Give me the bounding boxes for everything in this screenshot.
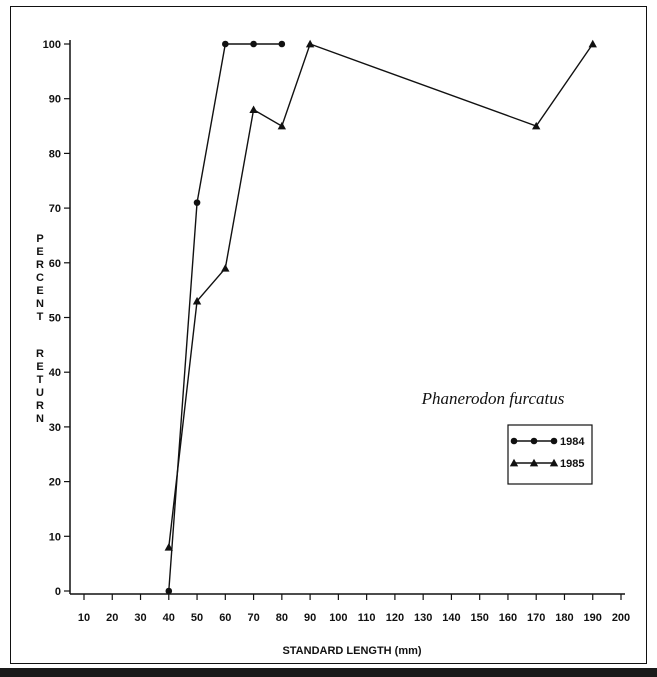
y-tick-label: 70 (49, 203, 61, 215)
x-tick-label: 200 (612, 612, 630, 624)
data-point-1985 (588, 39, 597, 48)
x-tick-label: 140 (442, 612, 460, 624)
axes: 0 10 20 30 40 50 60 70 80 90 100 10 20 30 40 50 60 70 80 90… (36, 39, 630, 657)
x-tick-label: 180 (555, 612, 573, 624)
data-point-1984 (222, 40, 229, 48)
legend-box (507, 424, 593, 485)
legend-marker-1984 (510, 437, 518, 445)
x-tick-label: 150 (471, 612, 489, 624)
x-tick-label: 70 (247, 612, 259, 624)
chart-frame (10, 6, 647, 664)
data-point-1985 (249, 105, 258, 113)
data-point-1985 (221, 264, 230, 272)
data-point-1984 (165, 587, 173, 595)
chart-title: Phanerodon furcatus (421, 389, 565, 408)
bottom-border-strip (0, 668, 657, 677)
legend-label-1984: 1984 (560, 436, 585, 448)
x-tick-label: 130 (414, 612, 432, 624)
legend: 1984 1985 (507, 424, 593, 485)
x-tick-label: 170 (527, 612, 545, 624)
x-tick-label: 160 (499, 612, 517, 624)
data-point-1985 (532, 121, 541, 130)
data-point-1985 (164, 543, 173, 551)
series-1984 (165, 40, 286, 595)
data-point-1984 (193, 199, 201, 206)
x-tick-label: 40 (163, 612, 175, 624)
y-tick-label: 50 (49, 313, 61, 325)
data-point-1984 (250, 40, 257, 48)
y-tick-label: 60 (49, 258, 61, 270)
legend-marker-1984 (530, 437, 538, 445)
data-point-1985 (192, 296, 202, 305)
data-point-1985 (277, 121, 287, 130)
y-tick-label: 0 (55, 586, 61, 598)
y-tick-label: 40 (49, 367, 61, 379)
x-tick-label: 90 (304, 612, 316, 624)
y-tick-label: 100 (43, 39, 61, 51)
legend-label-1985: 1985 (560, 458, 584, 470)
x-tick-label: 80 (276, 612, 288, 624)
x-tick-label: 50 (191, 612, 203, 624)
legend-marker-1985 (529, 458, 539, 467)
y-tick-label: 20 (49, 477, 61, 489)
x-tick-label: 20 (106, 612, 118, 624)
series-line-1985 (168, 43, 594, 548)
x-tick-label: 110 (358, 612, 376, 624)
x-tick-label: 10 (78, 612, 90, 624)
y-tick-label: 30 (49, 422, 61, 434)
series-layer (164, 39, 597, 595)
x-tick-label: 100 (329, 612, 347, 624)
legend-marker-1985 (549, 458, 559, 467)
series-line-1984 (168, 43, 282, 592)
legend-marker-1985 (509, 458, 519, 467)
data-point-1984 (278, 40, 286, 48)
y-tick-label: 80 (49, 148, 61, 160)
data-point-1985 (305, 39, 315, 48)
y-tick-label: 10 (49, 531, 61, 543)
series-1985 (164, 39, 597, 551)
x-tick-label: 60 (219, 612, 231, 624)
x-tick-label: 190 (584, 612, 602, 624)
x-axis-title: STANDARD LENGTH (mm) (282, 645, 421, 657)
legend-marker-1984 (550, 437, 558, 445)
y-tick-label: 90 (49, 94, 61, 106)
x-tick-label: 120 (386, 612, 404, 624)
x-tick-label: 30 (134, 612, 146, 624)
